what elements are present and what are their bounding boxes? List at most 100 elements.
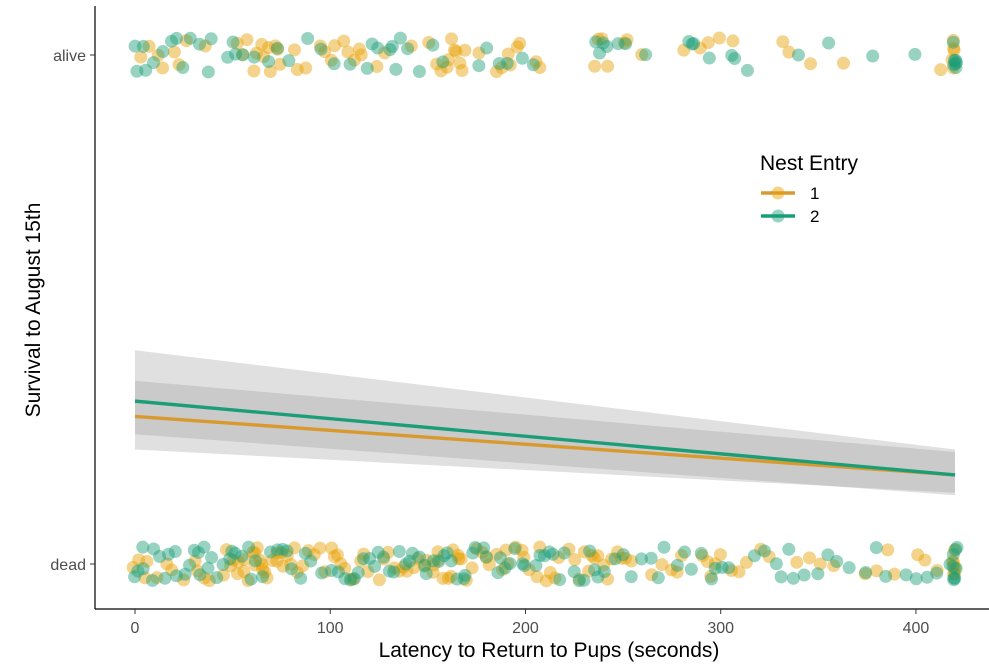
point-group2-alive	[383, 43, 397, 57]
point-group2-dead	[811, 567, 825, 581]
point-group2-dead	[444, 554, 458, 568]
point-group2-dead	[183, 558, 197, 572]
point-group2-alive	[589, 35, 603, 49]
point-group1-dead	[160, 557, 174, 571]
point-group2-alive	[270, 41, 284, 55]
point-group2-alive	[389, 62, 403, 76]
point-group2-dead	[493, 551, 507, 565]
point-group2-dead	[947, 571, 961, 585]
point-group1-dead	[431, 545, 445, 559]
point-group2-dead	[577, 573, 591, 587]
point-group2-dead	[338, 572, 352, 586]
point-group1-alive	[455, 64, 469, 78]
point-group1-dead	[226, 553, 240, 567]
point-group2-dead	[533, 548, 547, 562]
point-group2-dead	[280, 544, 294, 558]
point-group1-dead	[426, 565, 440, 579]
point-group1-dead	[479, 551, 493, 565]
point-group1-dead	[452, 552, 466, 566]
point-group2-alive	[619, 37, 633, 51]
point-group2-alive	[136, 39, 150, 53]
point-group2-alive	[169, 31, 183, 45]
point-group2-dead	[136, 562, 150, 576]
point-group1-dead	[499, 543, 513, 557]
point-group2-alive	[360, 61, 374, 75]
point-group1-dead	[417, 559, 431, 573]
legend: Nest Entry 1 2	[760, 152, 859, 226]
legend-entry-2: 2	[761, 207, 819, 226]
point-group2-dead	[363, 552, 377, 566]
point-group1-alive	[134, 50, 148, 64]
point-group2-dead	[242, 540, 256, 554]
point-group1-dead	[522, 563, 536, 577]
point-group1-alive	[288, 43, 302, 57]
point-group2-dead	[557, 546, 571, 560]
point-group1-dead	[325, 541, 339, 555]
point-group2-dead	[869, 541, 883, 555]
point-group2-dead	[368, 559, 382, 573]
point-group1-dead	[237, 565, 251, 579]
point-group2-dead	[546, 547, 560, 561]
point-group1-dead	[665, 563, 679, 577]
point-group1-dead	[260, 571, 274, 585]
point-group1-dead	[695, 549, 709, 563]
point-group2-dead	[153, 549, 167, 563]
point-group2-alive	[314, 42, 328, 56]
point-group2-alive	[130, 64, 144, 78]
point-group2-alive	[822, 36, 836, 50]
point-group2-dead	[747, 549, 761, 563]
point-group1-dead	[220, 543, 234, 557]
point-group1-alive	[347, 53, 361, 67]
x-tick-label: 400	[903, 620, 930, 637]
point-group1-alive	[268, 39, 282, 53]
point-group2-alive	[685, 37, 699, 51]
legend-key-point-1	[771, 186, 785, 200]
point-group2-dead	[477, 541, 491, 555]
point-group2-alive	[226, 35, 240, 49]
point-group1-alive	[595, 32, 609, 46]
point-group2-alive	[725, 48, 739, 62]
point-group1-alive	[179, 34, 193, 48]
point-group2-dead	[909, 572, 923, 586]
point-group2-dead	[757, 544, 771, 558]
point-group1-dead	[419, 553, 433, 567]
point-group1-alive	[247, 64, 261, 78]
data-points	[126, 31, 964, 588]
point-group1-dead	[790, 555, 804, 569]
point-group2-alive	[472, 59, 486, 73]
point-group2-alive	[236, 48, 250, 62]
point-group1-dead	[256, 562, 270, 576]
point-group2-dead	[450, 572, 464, 586]
y-axis-title: Survival to August 15th	[22, 203, 45, 418]
point-group1-dead	[470, 542, 484, 556]
point-group2-dead	[131, 564, 145, 578]
point-group1-alive	[167, 45, 181, 59]
point-group2-dead	[136, 540, 150, 554]
legend-label-2: 2	[810, 207, 819, 226]
point-group2-dead	[285, 562, 299, 576]
point-group2-dead	[797, 568, 811, 582]
point-group2-dead	[146, 573, 160, 587]
fitted-lines	[134, 399, 956, 477]
point-group1-dead	[930, 563, 944, 577]
point-group1-alive	[240, 33, 254, 47]
point-group2-dead	[387, 565, 401, 579]
point-group1-alive	[318, 45, 332, 59]
point-group1-alive	[249, 46, 263, 60]
point-group1-dead	[475, 545, 489, 559]
point-group2-alive	[183, 31, 197, 45]
x-tick-label: 200	[512, 620, 539, 637]
point-group1-dead	[624, 554, 638, 568]
point-group2-dead	[516, 557, 530, 571]
point-group2-dead	[356, 552, 370, 566]
point-group1-dead	[655, 558, 669, 572]
point-group1-dead	[334, 557, 348, 571]
point-group2-dead	[248, 554, 262, 568]
point-group1-dead	[946, 555, 960, 569]
point-group2-alive	[526, 58, 540, 72]
point-group1-dead	[947, 567, 961, 581]
point-group2-dead	[572, 574, 586, 588]
point-group1-dead	[241, 574, 255, 588]
point-group1-dead	[270, 546, 284, 560]
point-group1-dead	[948, 543, 962, 557]
